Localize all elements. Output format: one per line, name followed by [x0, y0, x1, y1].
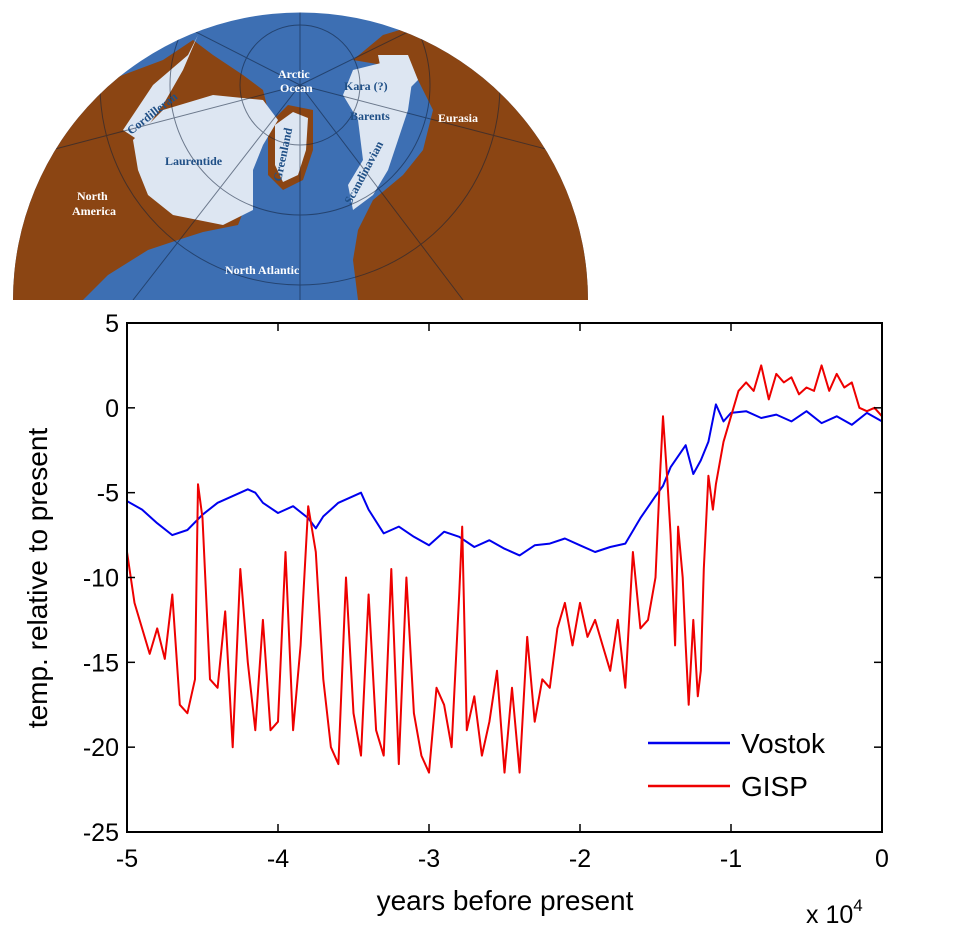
x-axis-label: years before present: [377, 885, 634, 916]
map-label-kara: Kara (?): [344, 79, 388, 93]
y-tick-label: -10: [83, 565, 119, 593]
x-tick-label: -1: [720, 845, 742, 873]
y-tick-label: -5: [97, 480, 119, 508]
x-tick-label: -4: [267, 845, 289, 873]
x-axis-multiplier: x 104: [806, 896, 863, 926]
map-label-ocean: Ocean: [280, 81, 313, 95]
y-tick-label: -25: [83, 819, 119, 847]
y-tick-label: 0: [105, 395, 119, 423]
y-tick-label: -15: [83, 649, 119, 677]
map-label-america: America: [72, 204, 116, 218]
map-label-arctic: Arctic: [278, 67, 310, 81]
x-axis-multiplier-exponent: 4: [853, 896, 862, 915]
series-line-vostok: [126, 403, 883, 557]
map-label-north: North: [77, 189, 108, 203]
map-label-north-atlantic: North Atlantic: [225, 263, 300, 277]
map-ice-barents-scandinavian: [343, 60, 413, 210]
map-label-laurentide: Laurentide: [165, 154, 223, 168]
series-line-gisp: [126, 364, 883, 774]
temperature-chart: -5 -4 -3 -2 -1 050-5-10-15-20-25 temp. relati…: [22, 310, 889, 926]
x-tick-label: -3: [418, 845, 440, 873]
map-label-barents: Barents: [350, 109, 390, 123]
map-label-eurasia: Eurasia: [438, 111, 478, 125]
ice-sheet-map: Arctic Ocean Kara (?) Barents Eurasia Co…: [13, 12, 588, 300]
map-ice-laurentide: [133, 95, 278, 225]
legend-label-vostok: Vostok: [741, 728, 826, 759]
legend-label-gisp: GISP: [741, 771, 808, 802]
y-tick-label: -20: [83, 734, 119, 762]
x-tick-label: 0: [875, 845, 889, 873]
map-ice-kara: [378, 55, 418, 95]
x-tick-label: -2: [569, 845, 591, 873]
y-axis-label: temp. relative to present: [22, 428, 53, 729]
legend: Vostok GISP: [648, 728, 826, 802]
x-axis-multiplier-base: x 10: [806, 901, 853, 926]
map-ice-cordilleran: [123, 35, 198, 140]
x-tick-label: -5: [116, 845, 138, 873]
y-tick-label: 5: [105, 310, 119, 338]
